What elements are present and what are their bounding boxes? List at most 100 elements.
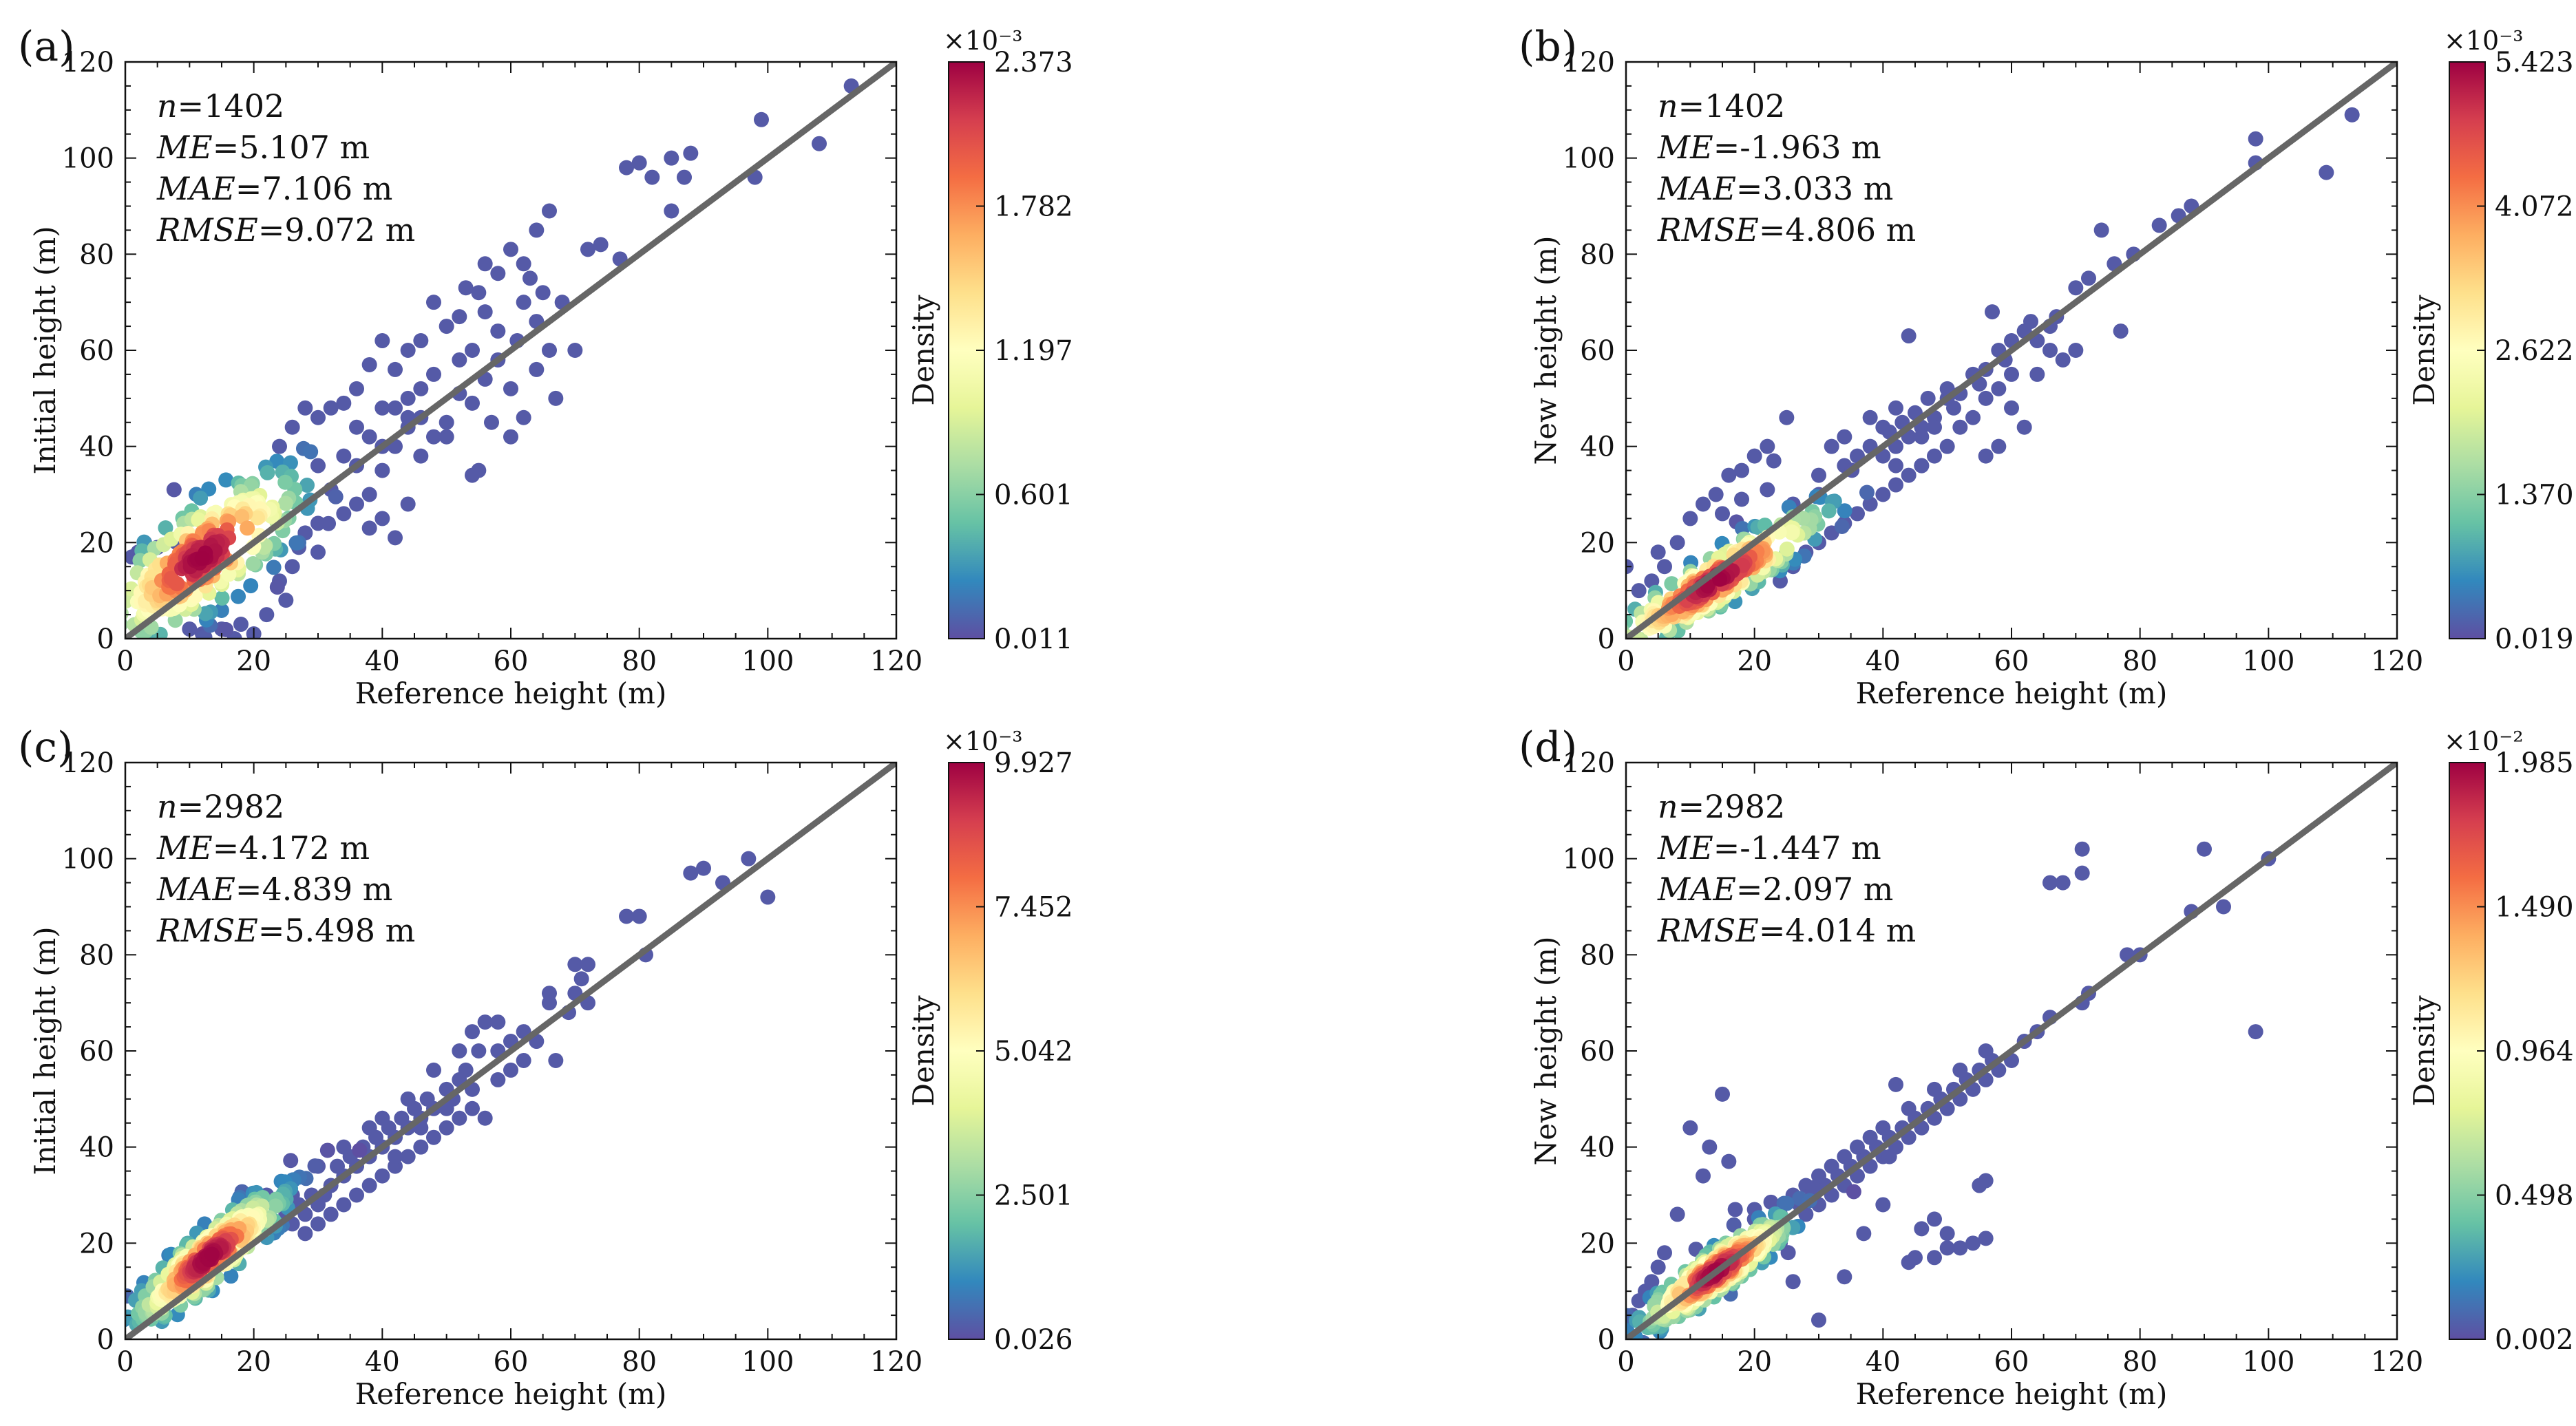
data-point (452, 1110, 467, 1126)
data-point (284, 419, 300, 435)
data-point (516, 295, 531, 310)
data-point (452, 352, 467, 368)
data-point (245, 556, 261, 572)
x-tick-label: 60 (494, 1346, 529, 1378)
y-tick-label: 20 (1580, 1228, 1615, 1259)
x-axis-label: Reference height (m) (1856, 677, 2168, 710)
data-point (741, 851, 757, 866)
data-point (1657, 1245, 1672, 1261)
data-point (1824, 438, 1839, 454)
x-tick-label: 80 (622, 1346, 657, 1378)
data-point (413, 333, 429, 349)
data-point (477, 1110, 493, 1126)
data-point (1991, 381, 2007, 396)
data-point (439, 414, 454, 430)
data-point (310, 1216, 326, 1232)
stat-value: 2.097 m (1762, 871, 1893, 908)
data-point (336, 448, 352, 464)
y-tick-label: 120 (62, 747, 114, 779)
data-point (1965, 409, 1981, 425)
data-point (1952, 1062, 1968, 1078)
stat-value: 1402 (1704, 87, 1785, 125)
data-point (2074, 841, 2090, 857)
data-point (2081, 270, 2096, 286)
x-tick-label: 20 (236, 646, 271, 677)
colorbar-tick-label: 1.197 (994, 335, 1073, 367)
plot-area (125, 763, 896, 1339)
data-point (631, 155, 647, 171)
stat-me: ME=4.172 m (156, 829, 370, 866)
stat-key: RMSE (1657, 912, 1759, 949)
data-point (567, 343, 583, 358)
stat-n: n=1402 (157, 87, 284, 125)
data-point (323, 1206, 339, 1222)
stat-equals: = (178, 87, 204, 125)
data-point (266, 560, 282, 575)
data-point (330, 1158, 345, 1174)
panel-label: (b) (1519, 23, 1577, 71)
data-point (336, 1139, 352, 1155)
data-point (361, 1120, 377, 1136)
data-point (1708, 487, 1724, 502)
x-tick-label: 0 (1617, 646, 1634, 677)
colorbar-label: Density (907, 295, 940, 405)
y-tick-label: 20 (79, 527, 114, 559)
stat-key: RMSE (156, 912, 258, 949)
data-point (1721, 1153, 1737, 1169)
data-point (388, 530, 403, 546)
colorbar-exponent: ×10⁻³ (2444, 25, 2523, 56)
data-point (310, 458, 326, 473)
stat-rmse: RMSE=9.072 m (156, 211, 415, 248)
data-point (516, 256, 531, 272)
data-point (1888, 458, 1903, 473)
data-point (2319, 164, 2334, 180)
stat-n: n=1402 (1658, 87, 1785, 125)
data-point (477, 304, 493, 320)
data-point (1702, 1139, 1718, 1155)
data-point (349, 419, 364, 435)
data-point (2093, 222, 2109, 238)
colorbar-tick-label: 1.782 (994, 191, 1073, 223)
data-point (394, 1110, 410, 1126)
y-tick-label: 100 (1563, 844, 1615, 875)
data-point (1811, 1168, 1826, 1184)
data-point (388, 400, 403, 416)
data-point (1715, 506, 1730, 522)
stat-equals: = (213, 129, 240, 166)
data-point (465, 1024, 480, 1040)
data-point (1850, 1139, 1865, 1155)
data-point (328, 489, 344, 504)
data-point (1888, 1076, 1903, 1092)
data-point (490, 323, 506, 339)
stat-mae: MAE=3.033 m (1657, 170, 1893, 207)
data-point (465, 343, 480, 358)
chart-panel-2: 00 20 20 40 40 60 60 80 80 100 100 120 120 Reference … (1519, 23, 2574, 710)
stat-value: 5.498 m (284, 912, 415, 949)
data-point (1881, 1149, 1897, 1164)
data-point (400, 343, 416, 358)
stat-equals: = (235, 170, 262, 207)
stat-key: RMSE (156, 211, 258, 248)
plot-area (1626, 763, 2397, 1339)
stat-key: MAE (1657, 170, 1736, 207)
data-point (198, 606, 213, 621)
data-point (426, 1062, 441, 1078)
stat-equals: = (1713, 129, 1740, 166)
panel-label: (c) (18, 723, 73, 771)
y-tick-label: 80 (79, 939, 114, 971)
stat-value: 4.839 m (262, 871, 392, 908)
data-point (426, 1129, 441, 1145)
data-point (471, 1043, 487, 1058)
data-point (182, 621, 198, 637)
stat-equals: = (213, 829, 240, 866)
stat-key: MAE (156, 170, 235, 207)
data-point (548, 1052, 564, 1068)
stat-key: ME (1657, 129, 1713, 166)
data-point (1650, 544, 1666, 560)
data-point (269, 579, 285, 595)
data-point (2068, 343, 2084, 358)
data-point (1682, 1120, 1698, 1136)
data-point (163, 571, 179, 586)
data-point (2248, 131, 2263, 147)
data-point (1784, 524, 1799, 540)
